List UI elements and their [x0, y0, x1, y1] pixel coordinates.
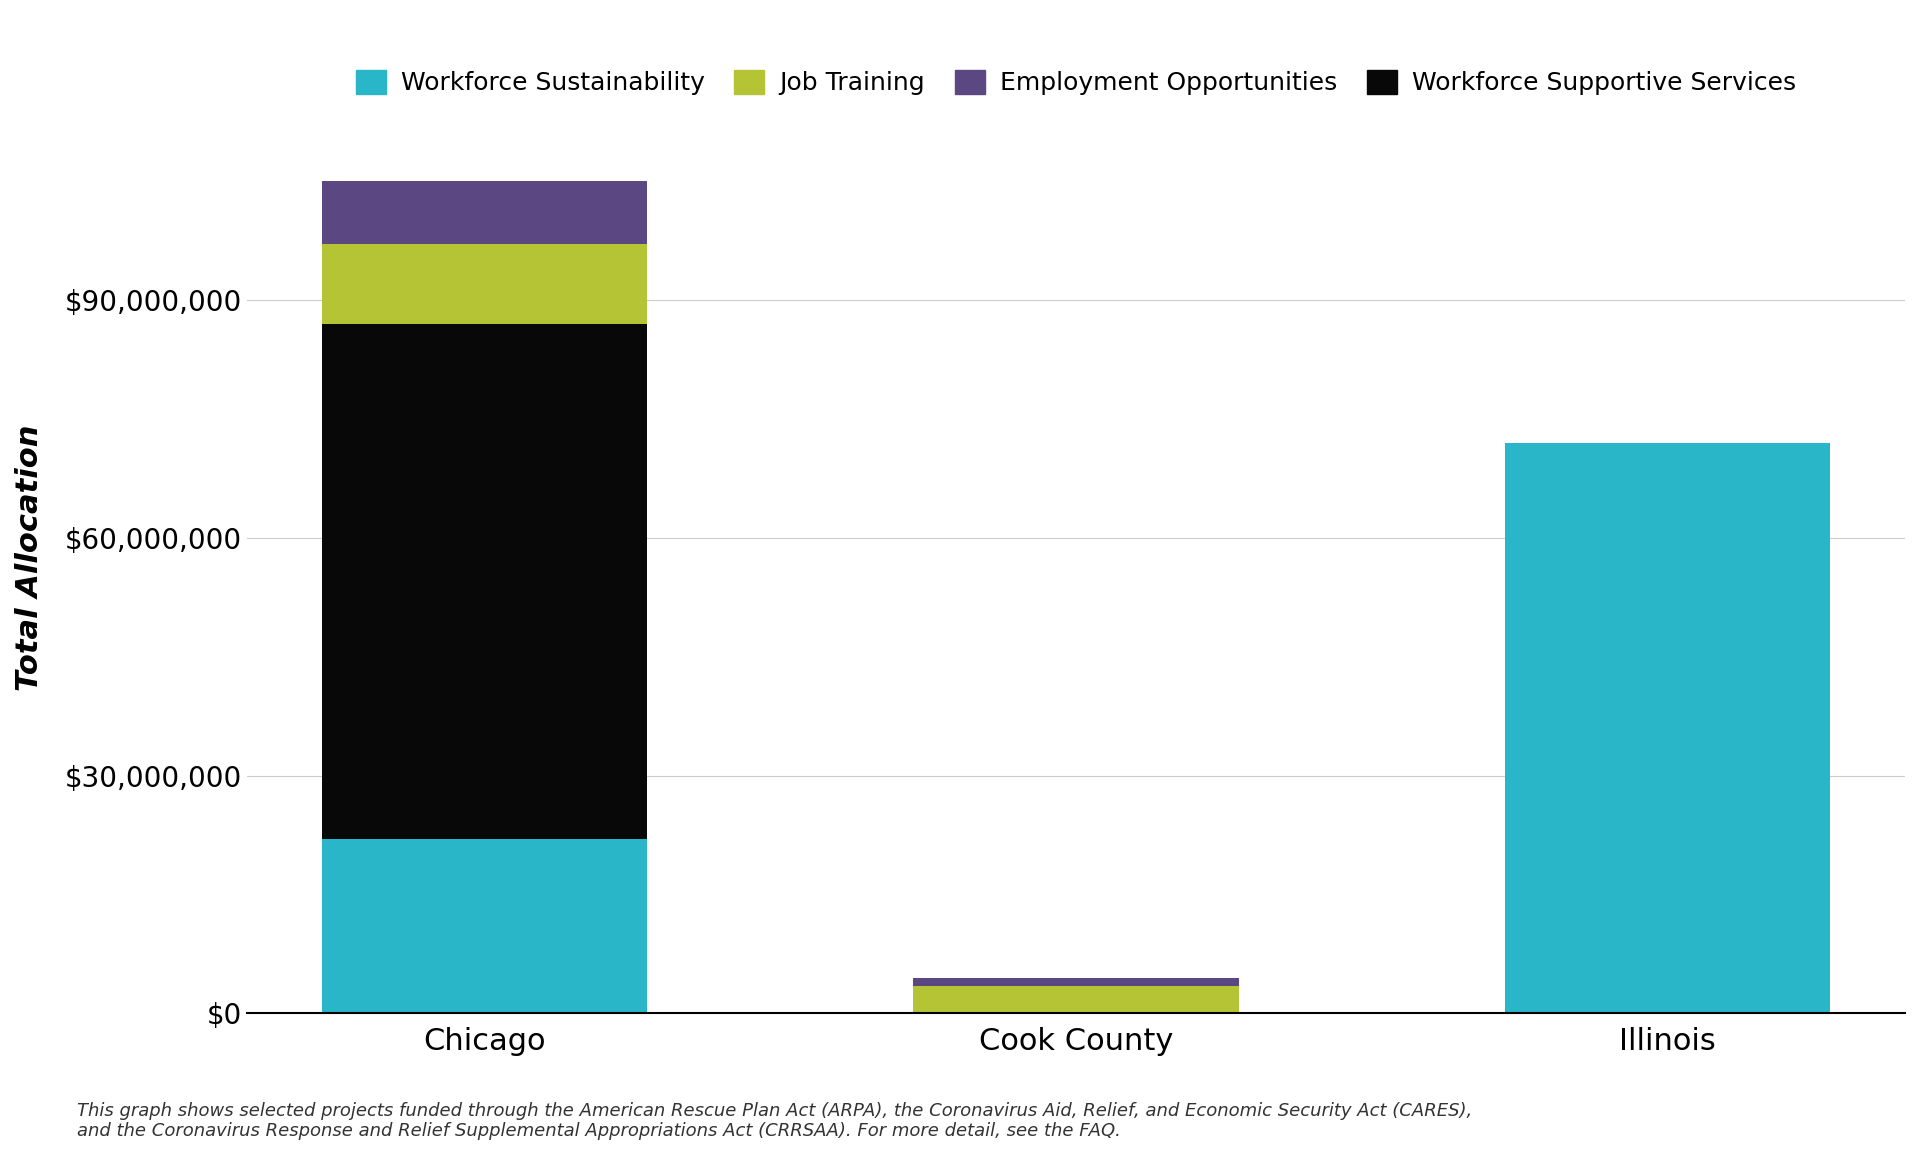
Bar — [1505, 442, 1830, 1014]
Legend: Workforce Sustainability, Job Training, Employment Opportunities, Workforce Supp: Workforce Sustainability, Job Training, … — [346, 60, 1807, 105]
Bar — [323, 181, 647, 244]
Bar — [914, 986, 1238, 1014]
Bar — [323, 324, 647, 839]
Y-axis label: Total Allocation: Total Allocation — [15, 424, 44, 691]
Bar — [323, 244, 647, 324]
Bar — [323, 839, 647, 1014]
Text: This graph shows selected projects funded through the American Rescue Plan Act (: This graph shows selected projects funde… — [77, 1101, 1473, 1140]
Bar — [914, 978, 1238, 986]
